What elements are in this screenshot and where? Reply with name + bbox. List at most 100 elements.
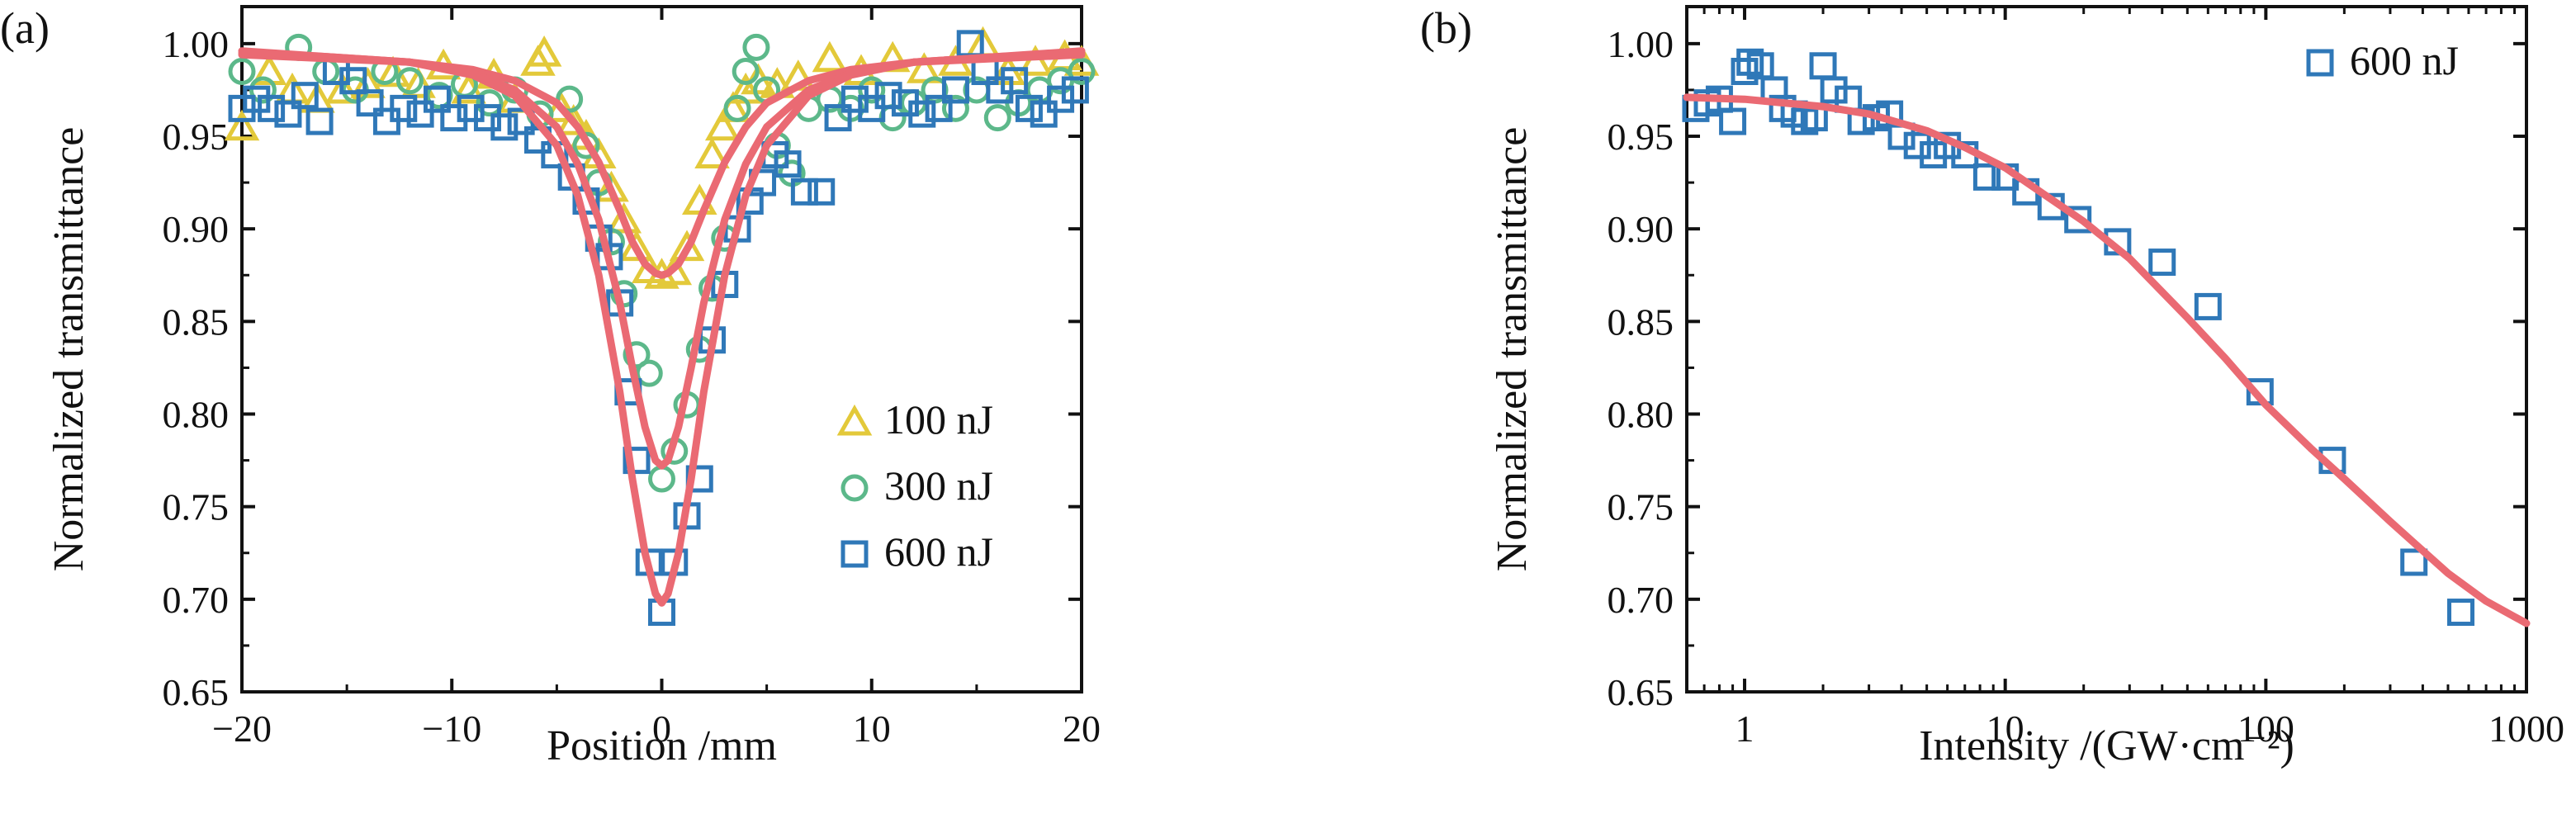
- legend-marker: [841, 474, 869, 502]
- data-point: [824, 104, 852, 132]
- data-point: [243, 85, 271, 113]
- x-tick-label: 1000: [2488, 708, 2564, 750]
- plot-frame: [240, 5, 1083, 694]
- data-point: [790, 178, 818, 206]
- y-tick-label: 0.70: [163, 579, 230, 621]
- y-tick-label: 0.95: [1608, 116, 1674, 158]
- data-point: [1809, 52, 1837, 80]
- panel-label: (b): [1420, 3, 1472, 53]
- data-point: [395, 67, 424, 95]
- data-point: [907, 52, 942, 83]
- data-point: [694, 137, 730, 168]
- data-point: [249, 76, 277, 104]
- x-axis-title: Position /mm: [547, 722, 777, 769]
- data-point: [1746, 52, 1774, 80]
- data-point: [618, 230, 655, 262]
- data-point: [941, 94, 969, 122]
- y-tick-label: 0.75: [1608, 486, 1674, 528]
- data-point: [291, 82, 319, 110]
- x-tick-label: 1: [1735, 708, 1754, 750]
- data-point: [473, 104, 501, 132]
- data-point: [224, 109, 260, 141]
- data-point: [324, 72, 361, 104]
- y-tick-label: 0.85: [163, 301, 230, 343]
- y-axis-title: Normalized transmittance: [45, 127, 92, 572]
- data-point: [425, 82, 453, 110]
- legend-label: 600 nJ: [2350, 37, 2459, 83]
- data-point: [648, 465, 675, 493]
- data-point: [1719, 107, 1747, 135]
- y-tick-label: 0.70: [1608, 579, 1674, 621]
- data-point: [925, 94, 953, 122]
- data-point: [669, 230, 705, 262]
- y-tick-label: 0.80: [1608, 394, 1674, 436]
- data-point: [1015, 94, 1043, 122]
- data-point: [1820, 76, 1848, 104]
- data-point: [556, 104, 592, 135]
- data-point: [941, 76, 969, 104]
- fit-curve: [238, 50, 1086, 279]
- data-point: [1017, 45, 1054, 76]
- data-point: [841, 85, 869, 113]
- data-point: [623, 341, 651, 369]
- data-point: [356, 89, 384, 117]
- data-point: [1731, 58, 1759, 86]
- data-point: [1972, 163, 2001, 191]
- data-point: [774, 150, 802, 178]
- data-point: [807, 178, 836, 206]
- x-tick-label: 0: [652, 708, 671, 750]
- data-point: [339, 67, 367, 95]
- data-point: [2400, 548, 2428, 576]
- data-point: [457, 94, 485, 122]
- data-point: [1920, 140, 1948, 168]
- y-tick-label: 0.95: [163, 116, 230, 158]
- data-point: [476, 89, 504, 117]
- legend: 100 nJ 300 nJ 600 nJ: [836, 396, 993, 575]
- data-point: [251, 54, 287, 86]
- series-600-nJ: [1682, 48, 2475, 627]
- panel-a: 0.65 0.70 0.75 0.80 0.85 0.90 0.95 1.00 −20 −10 0 1…: [0, 3, 1101, 769]
- data-point: [1068, 58, 1096, 86]
- data-point: [2447, 599, 2475, 627]
- data-point: [350, 67, 386, 98]
- x-axis-title: Intensity /(GW·cm⁻²): [1919, 722, 2294, 769]
- data-point: [258, 94, 286, 122]
- x-tick-label: −10: [422, 708, 481, 750]
- y-tick-label: 0.90: [1608, 208, 1674, 250]
- data-point: [1030, 100, 1058, 128]
- legend-label: 300 nJ: [884, 462, 993, 509]
- plot-frame: [1685, 5, 2528, 694]
- data-point: [812, 40, 848, 73]
- data-point: [2194, 292, 2222, 320]
- y-tick-label: 0.65: [1608, 671, 1674, 713]
- data-point: [274, 100, 302, 128]
- legend-marker: [2306, 49, 2334, 77]
- legend-marker: [841, 540, 869, 568]
- data-point: [732, 58, 760, 86]
- data-point: [228, 94, 256, 122]
- y-tick-label: 0.75: [163, 486, 230, 528]
- data-point: [2064, 206, 2092, 234]
- y-axis-title: Normalized transmittance: [1489, 127, 1536, 572]
- data-point: [1001, 67, 1029, 95]
- x-tick-label: −20: [212, 708, 272, 750]
- y-tick-label: 0.85: [1608, 301, 1674, 343]
- legend-marker: [836, 404, 873, 436]
- x-tick-label: 10: [853, 708, 891, 750]
- fit-curve: [238, 49, 1086, 470]
- x-tick-label: 10: [1986, 708, 2024, 750]
- data-point: [704, 109, 741, 141]
- data-point: [908, 100, 936, 128]
- fit-curve: [238, 47, 1086, 607]
- legend-label: 600 nJ: [884, 528, 993, 575]
- data-point: [635, 359, 663, 387]
- data-point: [406, 100, 434, 128]
- data-point: [390, 94, 418, 122]
- legend: 600 nJ: [2306, 37, 2459, 83]
- data-point: [423, 85, 451, 113]
- data-point: [874, 82, 902, 110]
- panel-b: 0.65 0.70 0.75 0.80 0.85 0.90 0.95 1.00 1 10 100 10…: [1420, 3, 2564, 769]
- data-point: [2148, 249, 2176, 277]
- data-point: [1061, 76, 1089, 104]
